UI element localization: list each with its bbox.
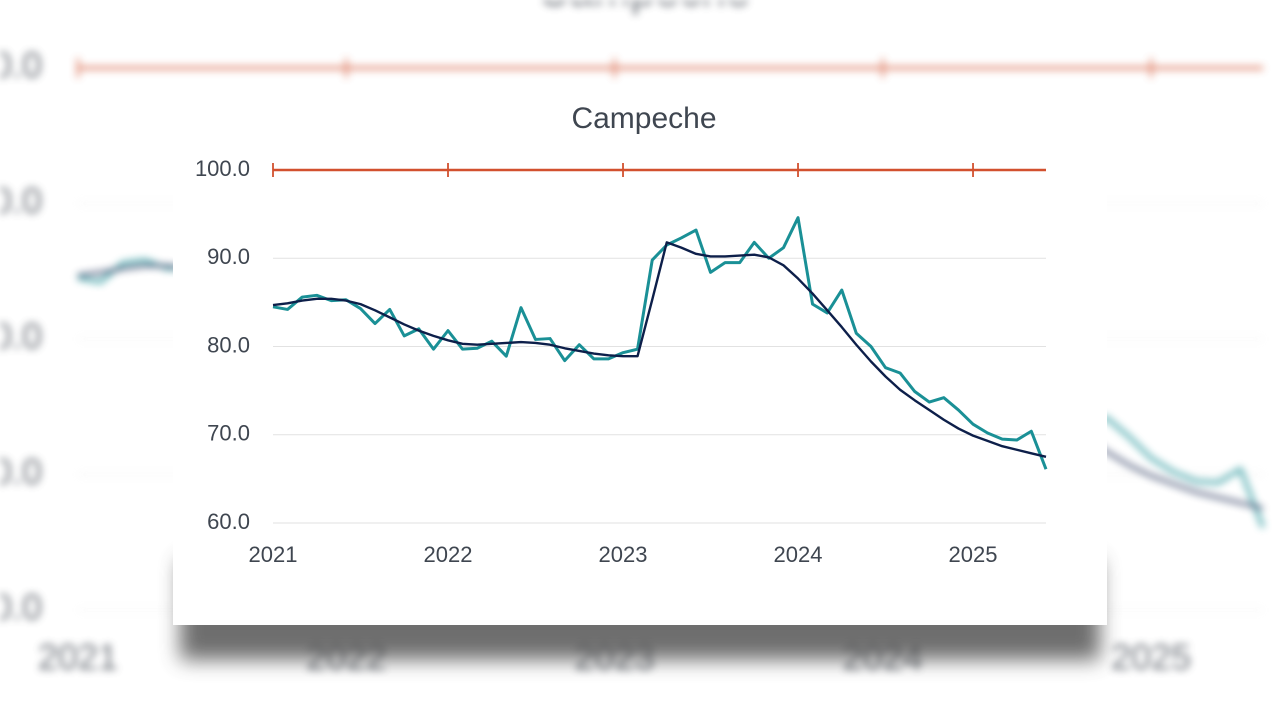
x-tick-label: 2021 [249, 542, 298, 567]
x-tick-label: 2025 [1111, 637, 1191, 678]
x-tick-label: 2023 [599, 542, 648, 567]
y-tick-label: 80.0 [0, 316, 42, 357]
y-tick-label: 60.0 [0, 587, 42, 628]
y-tick-label: 90.0 [207, 244, 250, 269]
chart-title: Campeche [571, 102, 716, 135]
y-tick-label: 100.0 [0, 45, 42, 86]
chart-card [173, 95, 1107, 625]
x-tick-label: 2021 [38, 637, 118, 678]
y-tick-label: 70.0 [0, 451, 42, 492]
series-line [272, 216, 1048, 470]
y-tick-label: 80.0 [207, 332, 250, 357]
x-tick-label: 2024 [774, 542, 823, 567]
y-tick-label: 70.0 [207, 421, 250, 446]
y-tick-label: 60.0 [207, 509, 250, 534]
series-line [272, 241, 1047, 458]
y-tick-label: 90.0 [0, 180, 42, 221]
x-tick-label: 2022 [424, 542, 473, 567]
y-tick-label: 100.0 [195, 156, 250, 181]
chart-title: Campeche [538, 0, 751, 16]
x-tick-label: 2025 [949, 542, 998, 567]
